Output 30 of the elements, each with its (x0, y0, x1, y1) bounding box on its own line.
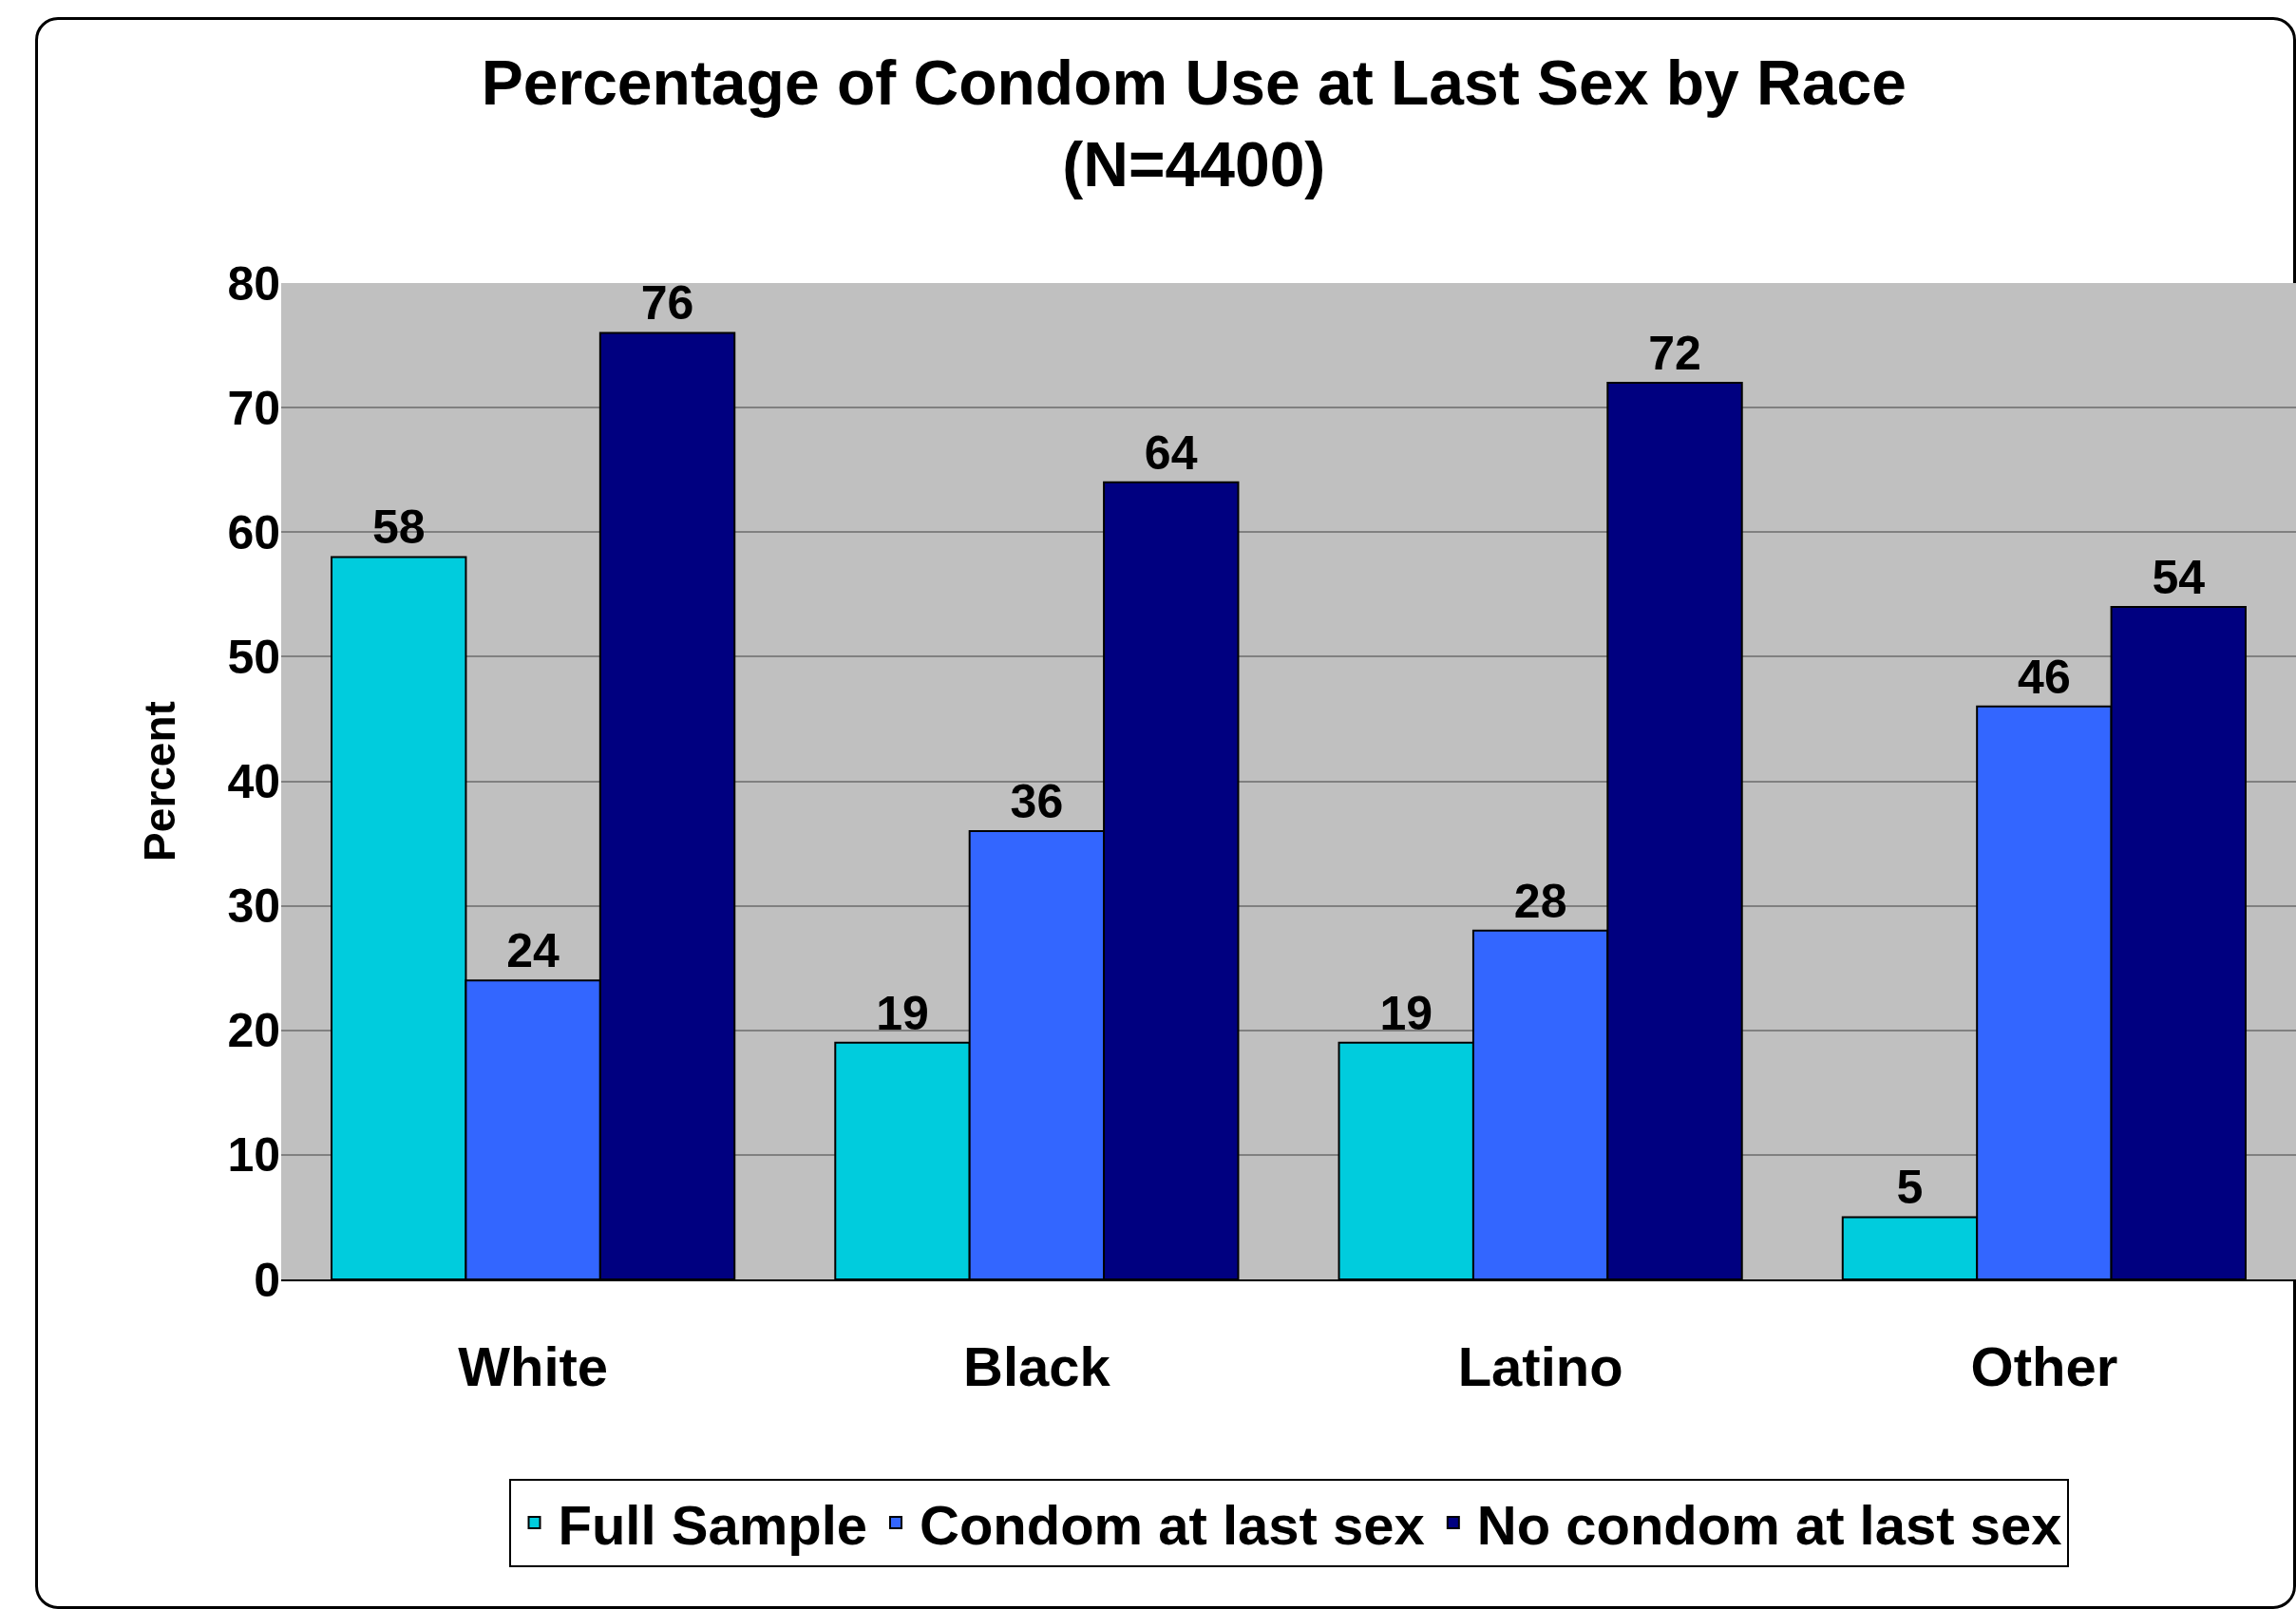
x-tick-label: Black (962, 1335, 1111, 1397)
y-tick-label: 80 (227, 256, 280, 311)
data-label: 46 (2018, 650, 2071, 704)
data-label: 19 (1379, 986, 1433, 1040)
data-label: 72 (1648, 326, 1701, 380)
legend-label: Condom at last sex (920, 1493, 1425, 1556)
data-label: 28 (1513, 874, 1567, 928)
legend-label: No condom at last sex (1476, 1493, 2062, 1556)
y-tick-label: 20 (227, 1004, 280, 1058)
legend-label: Full Sample (558, 1493, 868, 1556)
data-label: 24 (506, 924, 560, 978)
y-tick-label: 60 (227, 505, 280, 559)
data-label: 58 (371, 501, 426, 555)
chart-title: Percentage of Condom Use at Last Sex by Race (N=4400) (481, 47, 1907, 199)
y-tick-label: 50 (227, 630, 280, 684)
y-tick-label: 40 (227, 755, 280, 808)
y-tick-label: 70 (227, 381, 280, 435)
y-tick-label: 30 (227, 880, 280, 934)
data-label: 76 (640, 276, 694, 331)
x-tick-label: White (458, 1335, 609, 1397)
data-label: 19 (876, 986, 929, 1040)
y-axis-title: Percent (134, 701, 184, 861)
data-label: 54 (2152, 550, 2206, 604)
data-label: 36 (1010, 774, 1064, 828)
y-tick-label: 10 (227, 1128, 280, 1183)
x-tick-label: Latino (1457, 1335, 1623, 1397)
x-tick-label: Other (1970, 1335, 2118, 1397)
data-label: 5 (1896, 1161, 1924, 1215)
data-label: 64 (1144, 426, 1198, 480)
y-tick-label: 0 (254, 1253, 280, 1307)
